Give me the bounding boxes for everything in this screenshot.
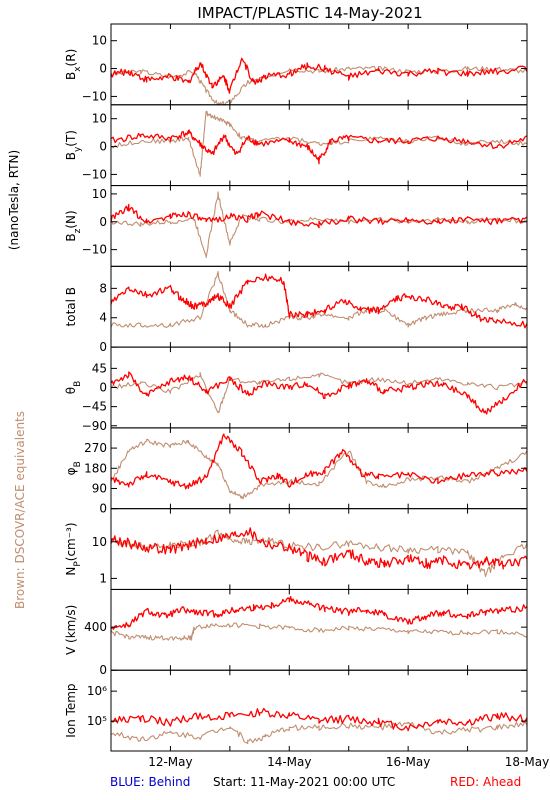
series-brown-theta <box>110 372 528 414</box>
ytick-label-bt-0: 8 <box>99 281 107 295</box>
ytick-label-phi-3: 0 <box>99 502 107 516</box>
ylabel-theta: θB <box>64 381 83 395</box>
ytick-label-by-1: 0 <box>99 140 107 154</box>
ytick-label-by-0: 10 <box>92 112 107 126</box>
ytick-label-theta-1: 0 <box>99 381 107 395</box>
panel-theta: 45 0 −45 −90 θB <box>64 346 528 433</box>
series-red-bz <box>110 203 528 229</box>
series-red-v <box>110 595 528 630</box>
ytick-label-theta-3: −90 <box>82 419 107 433</box>
series-red-bt <box>110 273 528 329</box>
series-brown-phi <box>110 438 528 500</box>
series-brown-bx <box>110 65 528 106</box>
panel-v: 400 0 V (km/s) <box>64 588 528 677</box>
panel-stack: 100−10Bx(R)100−10By(T)100−10Bz(N)840tota… <box>64 23 549 769</box>
series-brown-v <box>110 622 528 641</box>
ytick-label-theta-2: −45 <box>82 400 107 414</box>
ytick-label-bt-1: 4 <box>99 311 107 325</box>
ytick-label-by-2: −10 <box>82 167 107 181</box>
blue-legend-label: BLUE: Behind <box>110 775 191 789</box>
ytick-label-phi-0: 270 <box>84 441 107 455</box>
ytick-label-v-1: 0 <box>99 663 107 677</box>
ytick-label-bz-0: 10 <box>92 187 107 201</box>
ylabel-by: By(T) <box>64 130 83 160</box>
ylabel-ti: Ion Temp <box>64 683 78 737</box>
red-legend-label: RED: Ahead <box>450 775 522 789</box>
xtick-label-0: 12-May <box>148 755 192 769</box>
series-brown-ti <box>110 720 528 745</box>
panel-frame-phi <box>110 427 528 510</box>
series-brown-np <box>110 529 528 578</box>
ytick-label-bx-2: −10 <box>82 89 107 103</box>
panel-bt: 8 4 0 total B <box>64 265 528 354</box>
start-time-label: Start: 11-May-2021 00:00 UTC <box>213 775 396 789</box>
series-red-phi <box>110 433 528 490</box>
ytick-label-np-1: 1 <box>99 571 107 585</box>
series-red-by <box>110 129 528 165</box>
units-label: (nanoTesla, RTN) <box>7 150 21 250</box>
panel-bz: 10 0 −10 Bz(N) <box>64 185 528 267</box>
ytick-label-bx-1: 0 <box>99 62 107 76</box>
ytick-label-bz-2: −10 <box>82 243 107 257</box>
ytick-label-phi-2: 90 <box>92 481 107 495</box>
panel-phi: 270 180 90 0 φB <box>64 427 528 516</box>
ylabel-bz: Bz(N) <box>64 210 83 241</box>
xtick-label-2: 16-May <box>386 755 430 769</box>
ytick-label-v-0: 400 <box>84 620 107 634</box>
ytick-label-phi-1: 180 <box>84 461 107 475</box>
ytick-label-ti-1: 10⁵ <box>87 714 107 728</box>
xtick-label-3: 18-May <box>505 755 549 769</box>
ytick-label-ti-0: 10⁶ <box>87 684 107 698</box>
ylabel-v: V (km/s) <box>64 605 78 655</box>
ylabel-phi: φB <box>64 461 83 475</box>
panel-frame-np <box>110 508 528 590</box>
series-brown-bt <box>110 270 528 328</box>
series-red-ti <box>110 707 528 732</box>
xtick-label-1: 14-May <box>267 755 311 769</box>
panel-frame-ti <box>110 669 528 752</box>
series-red-np <box>110 527 528 570</box>
ylabel-bx: Bx(R) <box>64 49 83 80</box>
ylabel-bt: total B <box>64 287 78 327</box>
panel-ti: 10⁶ 10⁵ Ion Temp <box>64 669 528 752</box>
ytick-label-bz-1: 0 <box>99 215 107 229</box>
panel-by: 10 0 −10 By(T) <box>64 104 528 187</box>
brown-legend-label: Brown: DSCOVR/ACE equivalents <box>13 411 27 609</box>
ytick-label-bt-2: 0 <box>99 340 107 354</box>
ytick-label-bx-0: 10 <box>92 34 107 48</box>
series-brown-by <box>110 110 528 177</box>
ytick-label-theta-0: 45 <box>92 361 107 375</box>
panel-bx: 10 0 −10 Bx(R) <box>64 23 528 106</box>
panel-np: 10 1 NP(cm⁻³) <box>64 508 528 590</box>
ylabel-np: NP(cm⁻³) <box>64 522 83 575</box>
series-red-bx <box>110 57 528 94</box>
ytick-label-np-0: 10 <box>92 535 107 549</box>
series-red-theta <box>110 371 528 415</box>
chart-title: IMPACT/PLASTIC 14-May-2021 <box>197 4 422 22</box>
